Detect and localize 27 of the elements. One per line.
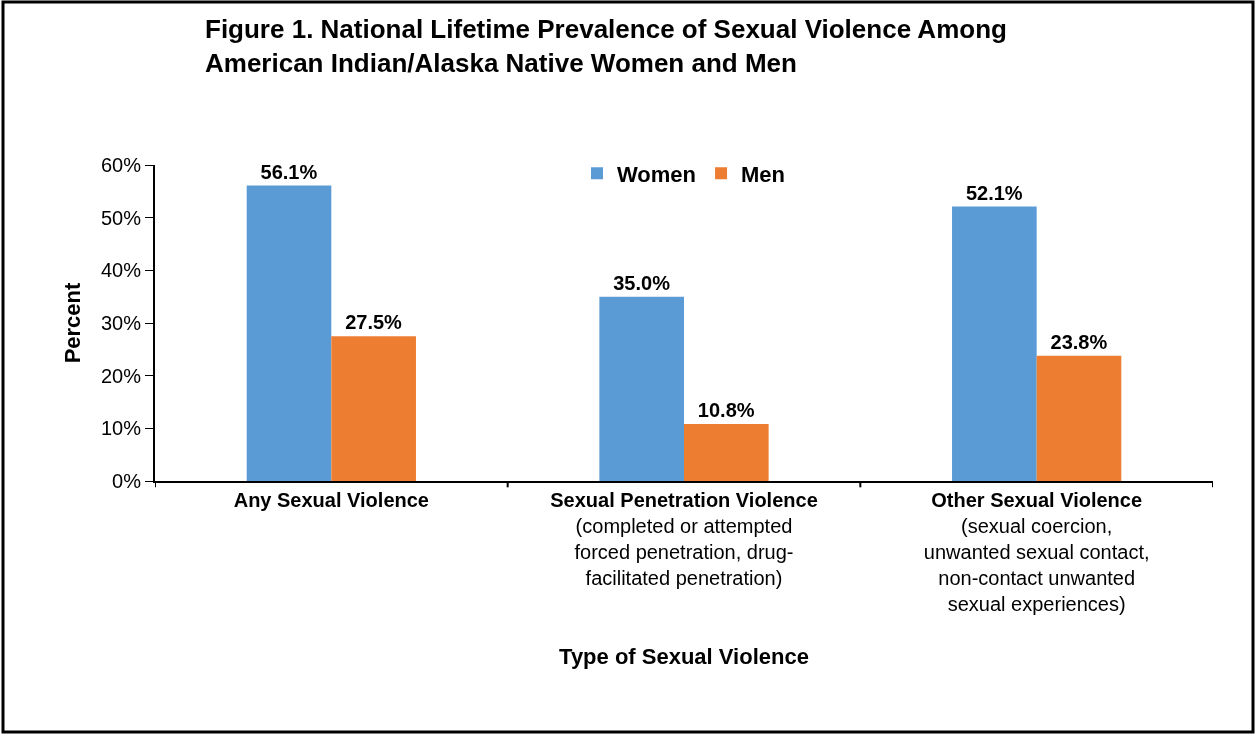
y-tick-label: 0%: [112, 470, 142, 492]
bar: [952, 206, 1037, 481]
bar: [684, 424, 769, 481]
legend-label: Women: [617, 161, 697, 187]
bar: [599, 296, 684, 481]
data-label: 23.8%: [1050, 330, 1108, 353]
data-label: 52.1%: [965, 181, 1023, 204]
data-label: 56.1%: [260, 160, 318, 183]
data-label: 10.8%: [697, 399, 755, 422]
y-tick-label: 60%: [100, 154, 142, 176]
data-label: 35.0%: [613, 271, 671, 294]
bar: [246, 185, 332, 481]
y-axis-title: Percent: [60, 281, 86, 364]
bar: [331, 336, 416, 481]
x-tick-label: Any Sexual Violence: [233, 489, 429, 511]
chart-title: Figure 1. National Lifetime Prevalence of Sexual Violence Among American Indian/Alaska Native Women and Men: [205, 14, 1007, 78]
x-tick-label: Sexual Penetration Violence (completed or attempted forced penetration, drug- facilitated penetration): [550, 489, 818, 589]
data-label: 27.5%: [345, 311, 403, 334]
y-tick-label: 50%: [100, 206, 142, 229]
legend-label: Men: [741, 161, 786, 187]
y-tick-label: 20%: [100, 364, 142, 387]
y-tick-label: 10%: [100, 417, 142, 440]
bar: [1036, 355, 1122, 481]
x-axis-title: Type of Sexual Violence: [559, 644, 809, 670]
x-tick-label: Other Sexual Violence (sexual coercion, unwanted sexual contact, non-contact unwanted sexual experiences): [923, 489, 1150, 615]
y-tick-label: 30%: [100, 312, 142, 334]
y-tick-label: 40%: [100, 259, 142, 282]
